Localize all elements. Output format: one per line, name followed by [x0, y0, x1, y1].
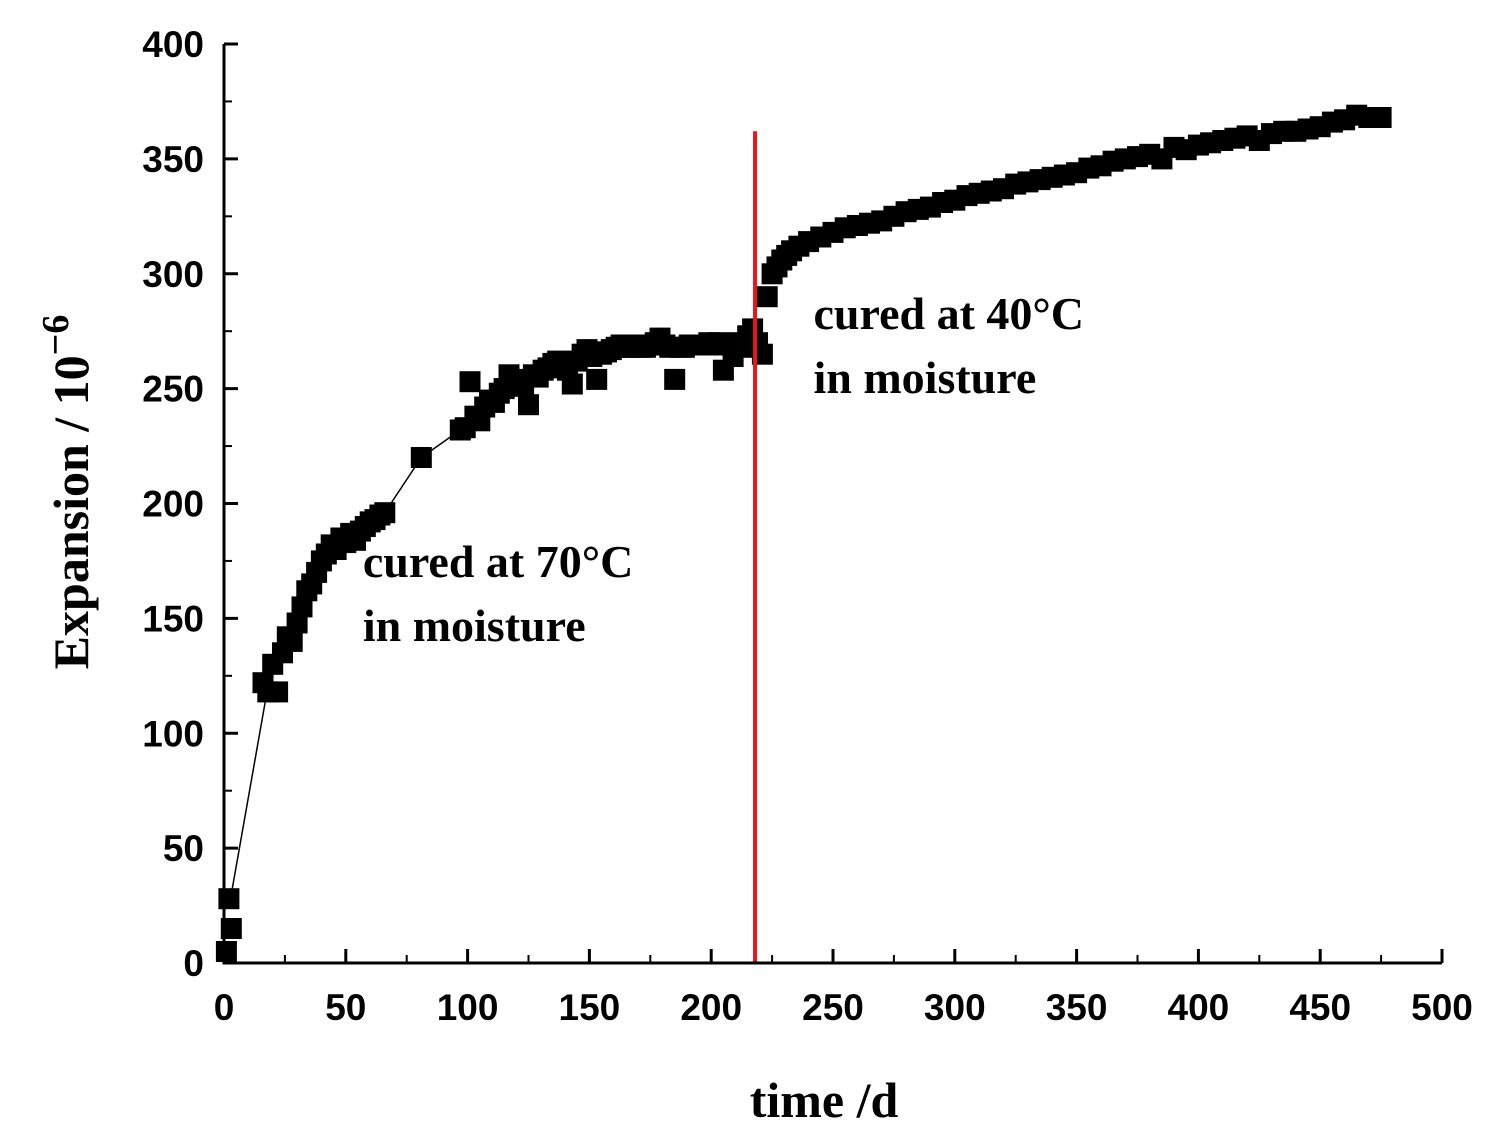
data-point — [220, 918, 242, 939]
x-axis-title: time /d — [750, 1072, 899, 1128]
y-tick-label: 250 — [142, 369, 204, 410]
data-point — [410, 447, 432, 468]
y-axis-title-base: Expansion / 10 — [43, 355, 99, 669]
data-point — [215, 941, 237, 962]
y-tick-label: 50 — [163, 828, 204, 869]
x-tick-label: 200 — [680, 987, 742, 1028]
data-point — [518, 394, 539, 416]
y-tick-label: 150 — [142, 598, 204, 639]
x-tick-label: 300 — [924, 987, 986, 1028]
data-point — [751, 343, 773, 365]
data-point — [756, 286, 778, 308]
annotation-line: cured at 70°C — [363, 536, 634, 587]
data-point — [267, 681, 289, 703]
y-tick-label: 350 — [142, 139, 204, 180]
y-tick-label: 0 — [183, 943, 204, 984]
data-point — [281, 630, 303, 652]
ticks-group: 0 50 100 150 200 250 300 350 400 450 500 0 50 100 150 2… — [142, 24, 1473, 1028]
data-point — [286, 612, 308, 634]
x-tick-label: 0 — [214, 987, 235, 1028]
y-tick-label: 400 — [142, 24, 204, 65]
x-tick-label: 150 — [559, 987, 621, 1028]
x-tick-label: 100 — [437, 987, 499, 1028]
y-tick-label: 100 — [142, 713, 204, 754]
annotation-line: in moisture — [363, 600, 586, 651]
annotation-label: cured at 70°C in moisture — [363, 536, 634, 651]
data-point — [1370, 107, 1392, 128]
data-point — [561, 373, 583, 395]
x-tick-label: 500 — [1411, 987, 1473, 1028]
data-point — [374, 502, 396, 524]
axes-group — [222, 44, 1442, 965]
data-points-group — [215, 104, 1392, 962]
y-tick-label: 300 — [142, 254, 204, 295]
x-tick-label: 350 — [1046, 987, 1108, 1028]
x-tick-label: 450 — [1289, 987, 1351, 1028]
annotations-group: cured at 70°C in moisture cured at 40°C in … — [363, 288, 1084, 651]
y-axis-title-exponent: −6 — [35, 315, 77, 356]
annotation-line: in moisture — [814, 352, 1037, 403]
y-axis-title: Expansion / 10−6 — [35, 315, 99, 670]
x-tick-label: 50 — [325, 987, 366, 1028]
annotation-label: cured at 40°C in moisture — [814, 288, 1085, 403]
data-point — [586, 368, 608, 390]
x-tick-label: 400 — [1168, 987, 1230, 1028]
y-tick-label: 200 — [142, 484, 204, 525]
data-point — [291, 596, 313, 618]
data-point — [459, 371, 481, 393]
data-point — [664, 368, 686, 390]
annotation-line: cured at 40°C — [814, 288, 1085, 339]
x-tick-label: 250 — [802, 987, 864, 1028]
